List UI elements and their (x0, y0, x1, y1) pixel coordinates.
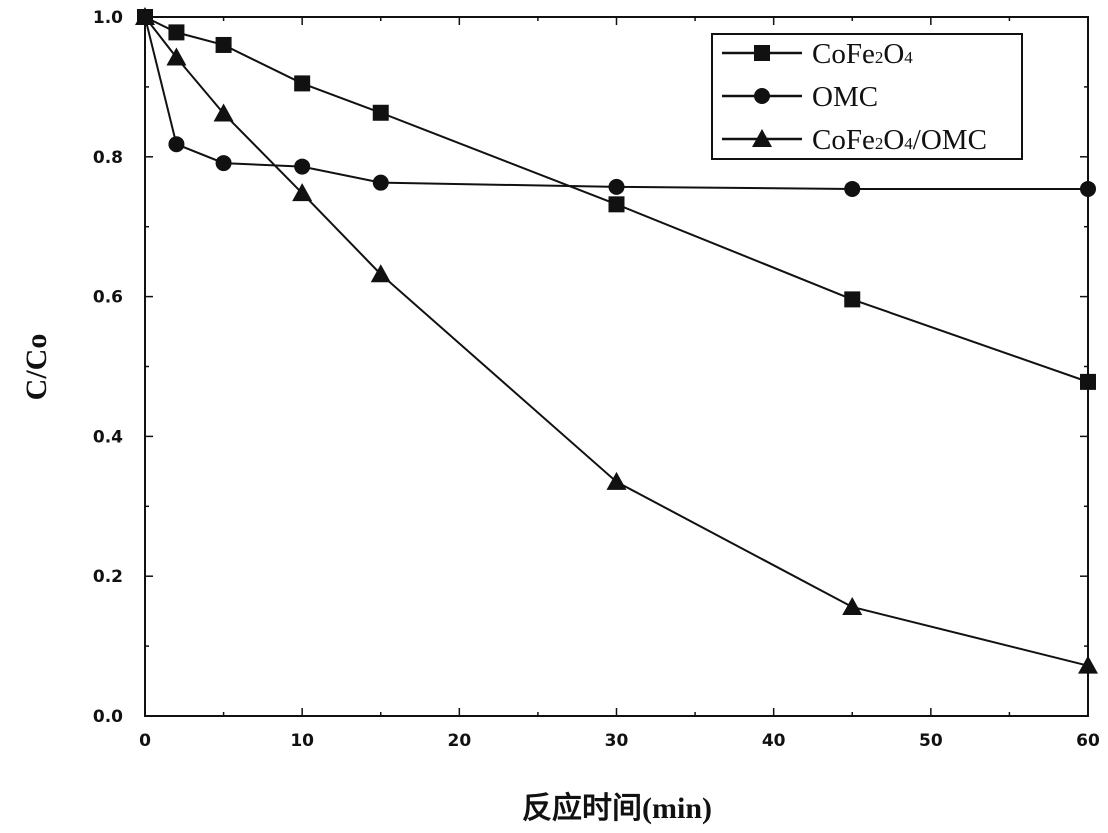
legend-marker-circle (754, 88, 770, 104)
y-tick-label: 0.6 (93, 288, 123, 308)
legend-label: CoFe2O4/OMC (812, 124, 987, 156)
x-tick-label: 30 (605, 731, 629, 751)
legend: CoFe2O4 OMC CoFe2O4/OMC (711, 33, 1023, 160)
series-triangle (135, 7, 1098, 674)
data-point-triangle (292, 183, 313, 202)
legend-label: OMC (812, 81, 878, 113)
data-point-square (215, 36, 232, 53)
series-line (144, 16, 1089, 667)
data-point-triangle (213, 103, 234, 122)
series-line (144, 16, 1088, 190)
data-point-square (608, 196, 625, 213)
data-point-triangle (135, 7, 155, 25)
data-point-square (168, 24, 185, 41)
legend-label: CoFe2O4 (812, 38, 913, 70)
data-point-circle (294, 158, 311, 175)
data-point-square (372, 104, 389, 121)
data-point-circle (215, 155, 232, 172)
data-point-circle (844, 180, 861, 197)
axes: 0 10 20 30 40 50 60 0.0 0.2 0.4 0.6 0.8 1.0 (93, 8, 1100, 751)
x-tick-label: 20 (447, 731, 471, 751)
legend-marker-square (754, 45, 770, 61)
data-point-circle (372, 174, 389, 191)
y-tick-label: 0.2 (93, 567, 123, 587)
x-tick-label: 40 (762, 731, 786, 751)
data-point-square (1080, 373, 1096, 390)
y-tick-label: 0.8 (93, 148, 123, 168)
data-point-circle (608, 178, 625, 195)
x-tick-label: 50 (919, 731, 943, 751)
data-point-triangle (1078, 655, 1098, 674)
data-point-circle (1080, 180, 1096, 197)
y-tick-label: 0.4 (93, 427, 123, 447)
data-point-triangle (166, 47, 187, 66)
data-point-triangle (606, 471, 627, 490)
x-tick-label: 10 (290, 731, 314, 751)
x-axis-title: 反应时间(min) (522, 791, 712, 825)
y-axis-title: C/Co (20, 334, 53, 401)
x-tick-label: 0 (139, 731, 151, 751)
legend-marker-triangle (752, 129, 772, 147)
data-point-triangle (370, 264, 391, 283)
y-tick-label: 1.0 (93, 8, 123, 28)
y-tick-label: 0.0 (93, 707, 123, 727)
data-point-square (844, 291, 861, 308)
data-point-circle (168, 136, 185, 153)
x-tick-label: 60 (1076, 731, 1100, 751)
series-layer (135, 7, 1098, 674)
data-point-triangle (842, 596, 863, 615)
data-point-square (294, 75, 311, 92)
